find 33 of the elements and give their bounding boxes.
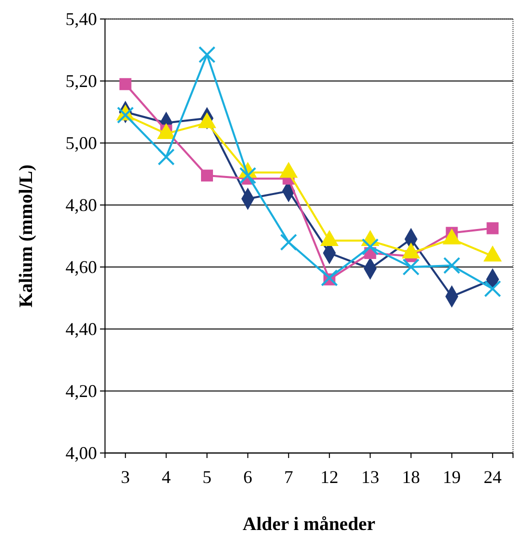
x-tick-label: 13 <box>361 466 380 487</box>
point <box>486 222 499 234</box>
x-axis-title: Alder i måneder <box>242 514 376 535</box>
x-tick-label: 3 <box>120 466 130 487</box>
point <box>116 106 134 124</box>
y-tick-label: 4,60 <box>66 256 97 277</box>
y-tick-label: 4,20 <box>66 380 97 401</box>
x-tick-label: 7 <box>284 466 294 487</box>
point <box>119 78 132 90</box>
x-tick-label: 24 <box>484 466 502 487</box>
point <box>158 148 175 166</box>
y-tick-label: 5,40 <box>66 8 97 29</box>
x-tick-label: 19 <box>442 466 461 487</box>
y-tick-label: 5,20 <box>66 70 97 91</box>
point <box>198 46 216 64</box>
x-tick-label: 6 <box>243 466 252 487</box>
point <box>443 256 460 274</box>
x-tick-label: 5 <box>202 466 212 487</box>
y-tick-label: 5,00 <box>66 132 97 153</box>
point <box>280 234 298 251</box>
y-tick-label: 4,00 <box>66 442 97 463</box>
point <box>239 167 256 184</box>
point <box>201 170 213 182</box>
point <box>320 269 338 286</box>
x-tick-label: 12 <box>320 466 338 487</box>
y-tick-label: 4,80 <box>66 194 97 215</box>
x-tick-label: 18 <box>402 466 420 487</box>
y-axis-title: Kalium (mmol/L) <box>16 164 37 308</box>
point <box>362 238 379 256</box>
point <box>484 280 502 298</box>
point <box>402 258 420 276</box>
x-tick-label: 4 <box>162 466 171 487</box>
y-tick-label: 4,40 <box>66 318 97 339</box>
